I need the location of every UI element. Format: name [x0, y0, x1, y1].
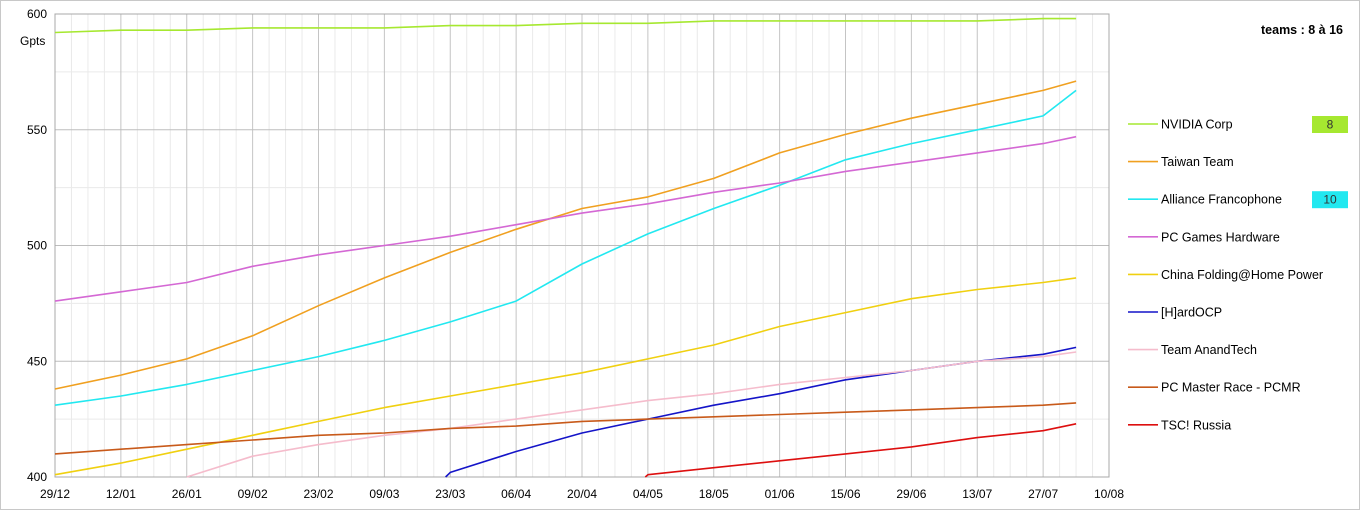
- x-tick-label: 29/06: [896, 487, 926, 501]
- x-tick-label: 04/05: [633, 487, 663, 501]
- chart-annotation: teams : 8 à 16: [1261, 23, 1343, 37]
- series-line-pc-games-hardware: [54, 135, 1077, 302]
- x-tick-label: 26/01: [172, 487, 202, 501]
- x-tick-label: 20/04: [567, 487, 597, 501]
- x-tick-label: 23/02: [303, 487, 333, 501]
- legend-label-china-folding-home-power: China Folding@Home Power: [1161, 268, 1323, 282]
- x-tick-label: 06/04: [501, 487, 531, 501]
- x-tick-label: 09/02: [238, 487, 268, 501]
- legend-label-taiwan-team: Taiwan Team: [1161, 155, 1234, 169]
- x-tick-label: 13/07: [962, 487, 992, 501]
- legend-badge-text: 10: [1323, 193, 1337, 207]
- legend-label-tsc-russia: TSC! Russia: [1161, 418, 1231, 432]
- x-tick-label: 12/01: [106, 487, 136, 501]
- x-tick-label: 18/05: [699, 487, 729, 501]
- series-line-china-folding-home-power: [54, 277, 1077, 476]
- y-tick-label: 400: [27, 470, 47, 484]
- legend-badge-nvidia-corp: [1312, 116, 1348, 133]
- x-tick-label: 15/06: [830, 487, 860, 501]
- legend-label-h-ardocp: [H]ardOCP: [1161, 306, 1222, 320]
- x-tick-label: 23/03: [435, 487, 465, 501]
- series-line-tsc-russia: [644, 423, 1077, 478]
- legend-label-pc-master-race-pcmr: PC Master Race - PCMR: [1161, 381, 1301, 395]
- y-tick-label: 550: [27, 123, 47, 137]
- series-line-team-anandtech: [186, 351, 1077, 478]
- y-tick-label: 600: [27, 7, 47, 21]
- y-tick-label: 450: [27, 354, 47, 368]
- legend-badge-alliance-francophone: [1312, 191, 1348, 209]
- series-line-pc-master-race-pcmr: [54, 402, 1077, 455]
- plot-border: [54, 13, 1110, 478]
- legend-label-pc-games-hardware: PC Games Hardware: [1161, 230, 1280, 244]
- y-tick-label: 500: [27, 239, 47, 253]
- legend-label-nvidia-corp: NVIDIA Corp: [1161, 118, 1233, 132]
- x-tick-label: 29/12: [40, 487, 70, 501]
- x-tick-label: 10/08: [1094, 487, 1124, 501]
- x-tick-label: 27/07: [1028, 487, 1058, 501]
- x-tick-label: 09/03: [369, 487, 399, 501]
- series-line-nvidia-corp: [54, 17, 1077, 34]
- legend-label-team-anandtech: Team AnandTech: [1161, 343, 1257, 357]
- legend-badge-text: 8: [1327, 118, 1334, 132]
- legend-label-alliance-francophone: Alliance Francophone: [1161, 193, 1282, 207]
- series-line-taiwan-team: [54, 80, 1077, 390]
- x-tick-label: 01/06: [765, 487, 795, 501]
- series-line-alliance-francophone: [54, 89, 1077, 406]
- y-axis-label: Gpts: [20, 34, 45, 48]
